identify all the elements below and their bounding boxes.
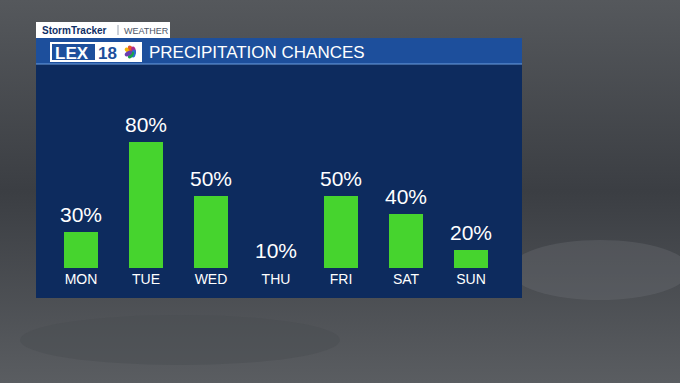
data-label: 10% bbox=[255, 239, 297, 262]
bar bbox=[194, 196, 228, 268]
background bbox=[0, 0, 680, 383]
chart-root: StormTracker WEATHER LEX 18 PRECIPITATION CH… bbox=[0, 0, 680, 383]
bar bbox=[64, 232, 98, 268]
x-tick-label: WED bbox=[195, 271, 228, 287]
chart-title: PRECIPITATION CHANCES bbox=[149, 43, 365, 62]
data-label: 30% bbox=[60, 203, 102, 226]
reflection bbox=[20, 315, 340, 365]
section-text: WEATHER bbox=[124, 26, 169, 36]
tag-divider bbox=[118, 25, 119, 35]
x-tick-label: SAT bbox=[393, 271, 420, 287]
labels: 30% MON 80% TUE 50% WED 10% THU 50% FRI 40% SAT 20% S… bbox=[60, 113, 492, 287]
bar bbox=[129, 142, 163, 268]
peacock-feather bbox=[124, 50, 133, 58]
bar bbox=[324, 196, 358, 268]
bar bbox=[389, 214, 423, 268]
data-label: 50% bbox=[190, 167, 232, 190]
x-tick-label: TUE bbox=[132, 271, 160, 287]
bar bbox=[259, 268, 293, 269]
x-tick-label: SUN bbox=[456, 271, 486, 287]
title-band bbox=[36, 38, 522, 64]
bars bbox=[64, 142, 488, 268]
reflection bbox=[510, 240, 680, 300]
x-tick-label: THU bbox=[262, 271, 291, 287]
panel bbox=[36, 38, 522, 298]
title-band-line bbox=[36, 64, 522, 65]
x-tick-label: MON bbox=[65, 271, 98, 287]
bar bbox=[454, 250, 488, 268]
logo-text: LEX bbox=[55, 44, 89, 63]
data-label: 20% bbox=[450, 221, 492, 244]
tag-text: StormTracker bbox=[42, 25, 107, 36]
x-tick-label: FRI bbox=[330, 271, 353, 287]
data-label: 80% bbox=[125, 113, 167, 136]
tag-strip bbox=[36, 22, 170, 38]
logo-number: 18 bbox=[98, 44, 117, 63]
data-label: 50% bbox=[320, 167, 362, 190]
data-label: 40% bbox=[385, 185, 427, 208]
